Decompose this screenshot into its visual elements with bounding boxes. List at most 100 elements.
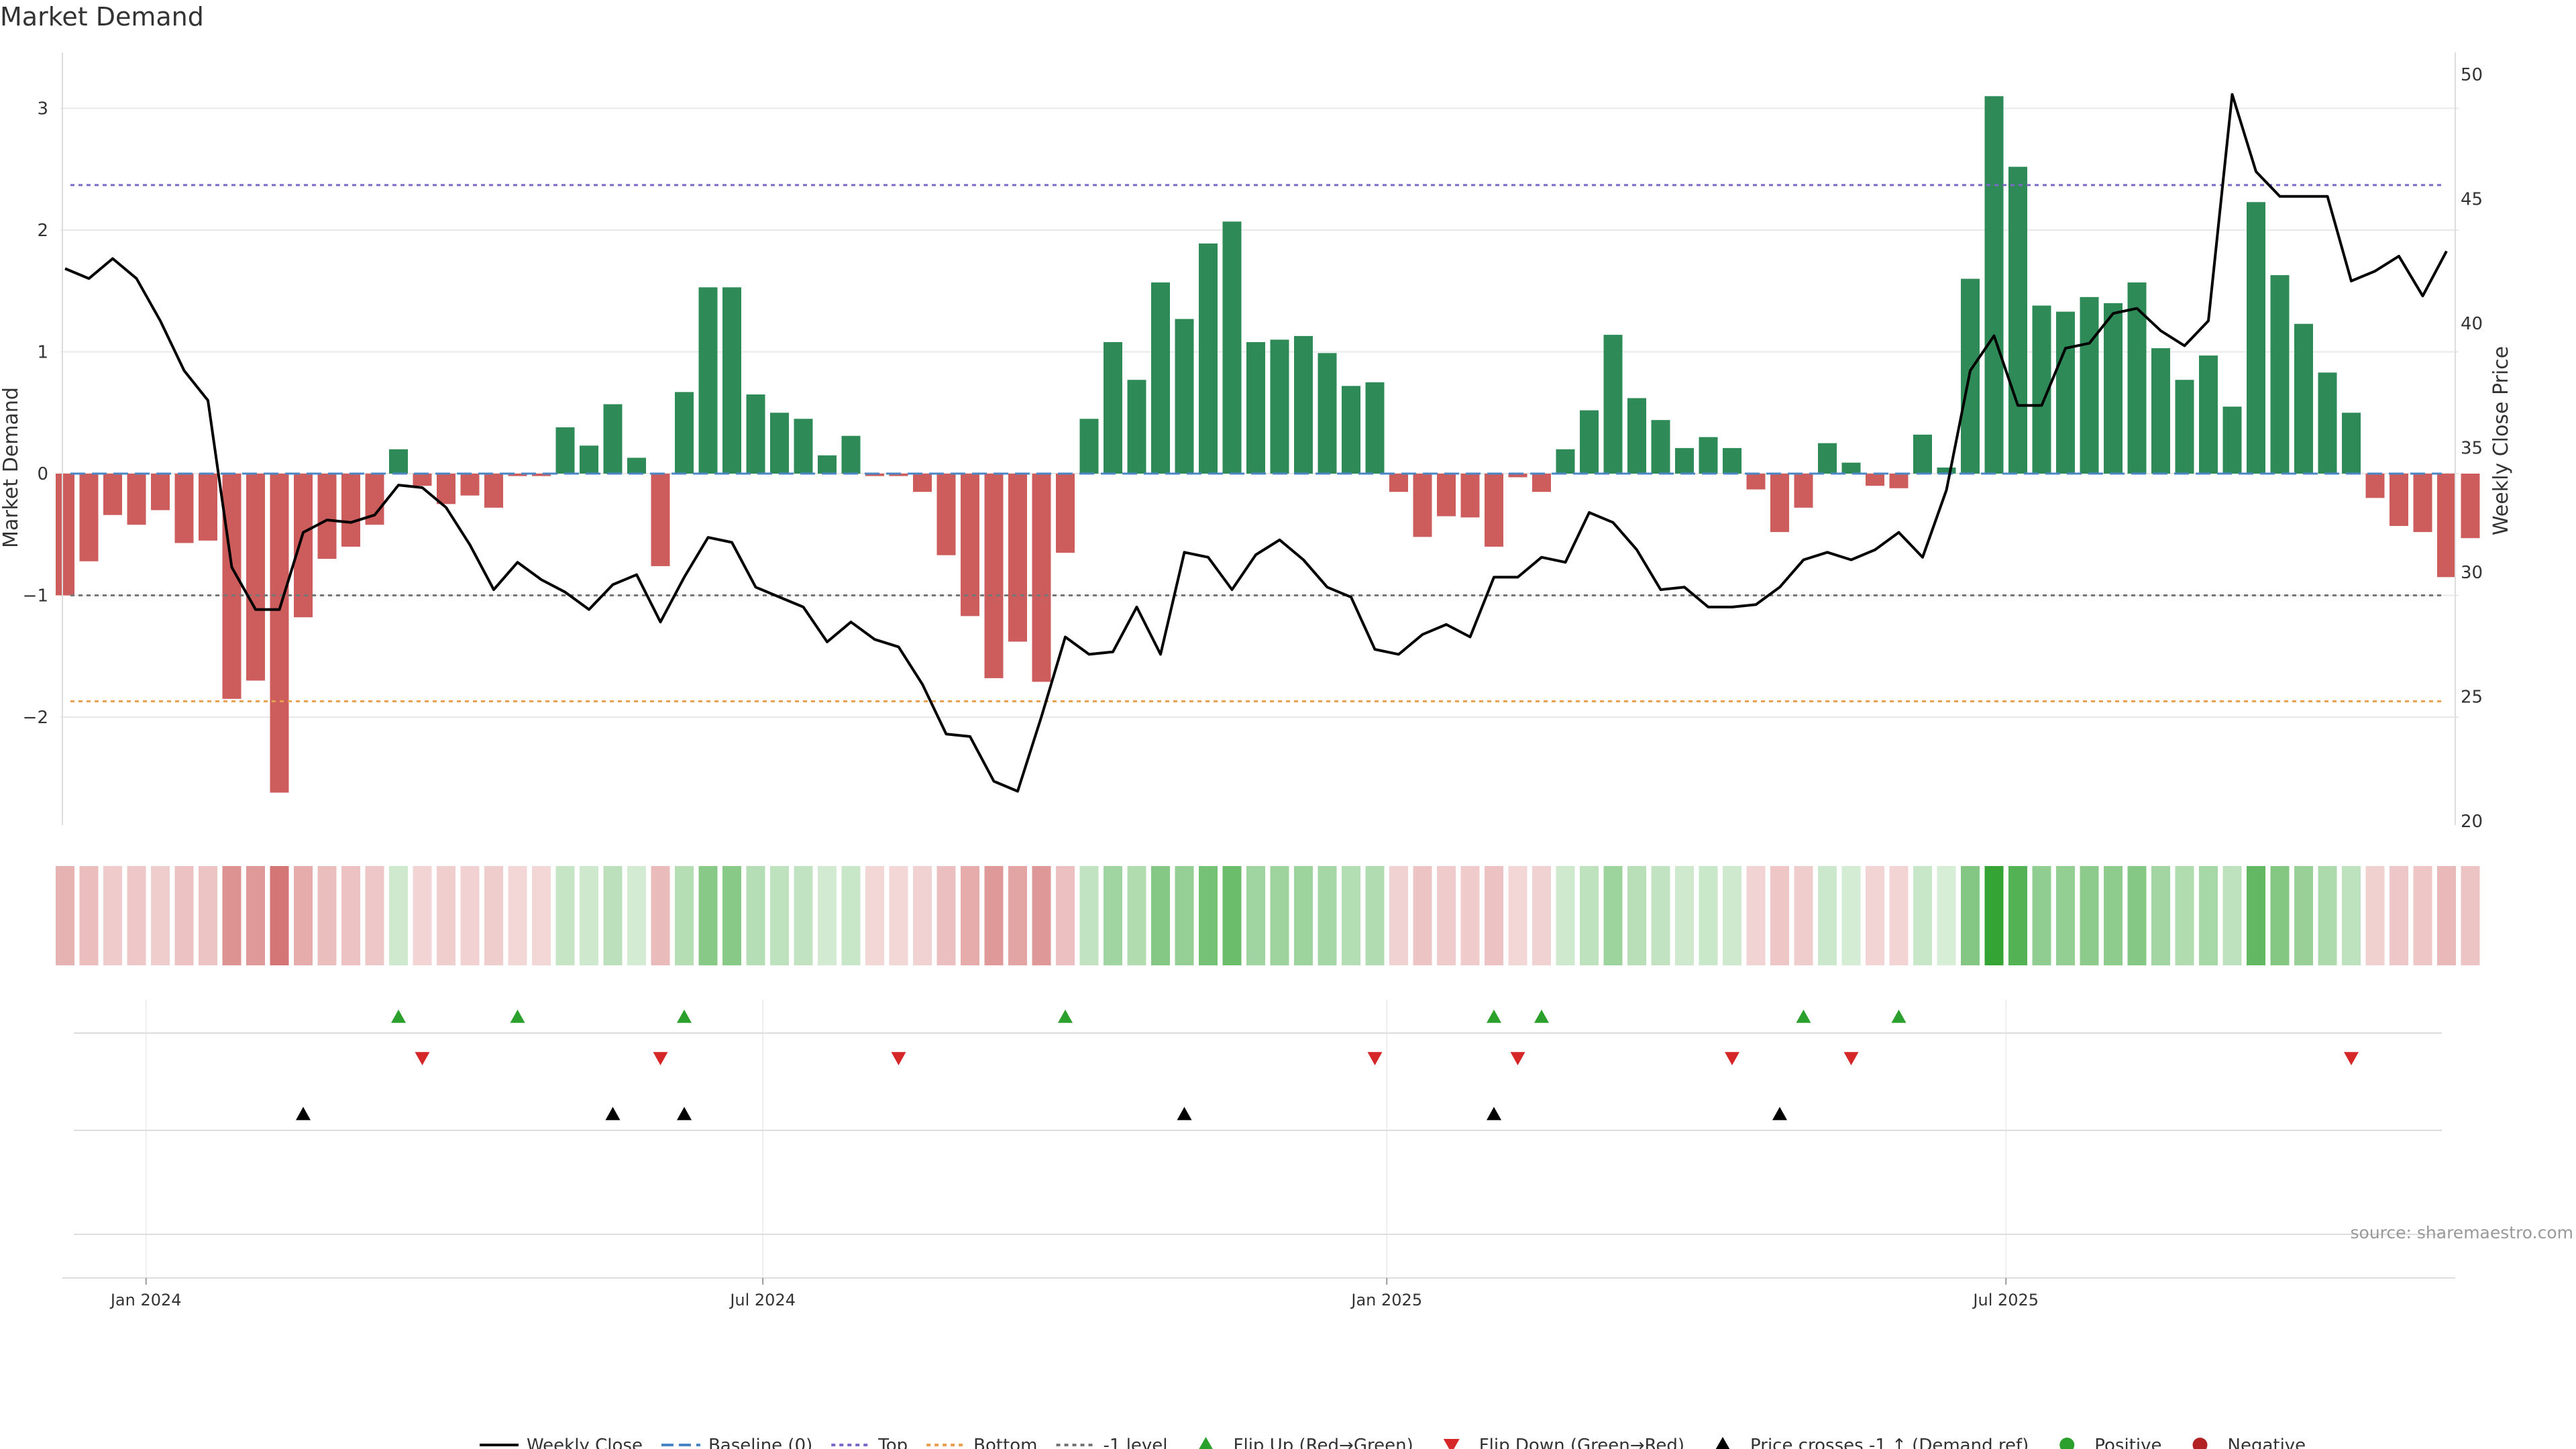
heat-cell <box>1079 866 1099 965</box>
demand-bar <box>2080 297 2099 474</box>
heat-cell <box>651 866 670 965</box>
flip-up-marker <box>1487 1010 1501 1023</box>
y-tick-label: −1 <box>23 586 48 606</box>
demand-bar <box>1485 474 1503 547</box>
demand-bar <box>1246 341 1265 474</box>
heat-cell <box>437 866 455 965</box>
demand-bar <box>1984 96 2004 474</box>
heat-cell <box>1984 866 2004 965</box>
y2-tick-label: 20 <box>2461 812 2483 832</box>
demand-bar <box>2270 275 2290 474</box>
price-cross-marker <box>296 1107 311 1120</box>
demand-bar <box>2247 202 2265 474</box>
demand-bar <box>1151 282 1170 474</box>
demand-bar <box>1127 380 1146 474</box>
demand-bar <box>174 474 194 543</box>
demand-bar <box>2318 372 2337 474</box>
demand-bar <box>1056 474 1075 553</box>
demand-bar <box>818 455 837 474</box>
heat-cell <box>1104 866 1122 965</box>
demand-bar <box>1556 449 1575 474</box>
heat-cell <box>1770 866 1789 965</box>
demand-bar <box>865 474 884 476</box>
event-markers <box>62 1000 2455 1279</box>
demand-bar <box>1413 474 1432 537</box>
heat-cell <box>698 866 718 965</box>
price-cross-marker <box>1177 1107 1192 1120</box>
demand-bar <box>1294 335 1313 474</box>
heat-cell <box>555 866 575 965</box>
y2-tick-label: 25 <box>2461 688 2483 708</box>
demand-bar <box>1866 474 1884 486</box>
demand-bar <box>437 474 455 504</box>
heat-cell <box>1937 866 1956 965</box>
flip-up-marker <box>1058 1010 1073 1023</box>
y2-tick-label: 40 <box>2461 314 2483 334</box>
demand-bar <box>889 474 908 476</box>
heat-cell <box>1413 866 1432 965</box>
heat-cell <box>2365 866 2385 965</box>
heat-cell <box>341 866 360 965</box>
demand-bar <box>1723 447 1741 474</box>
x-axis: Jan 2024 Jul 2024 Jan 2025 Jul 2025 <box>109 1278 2039 1309</box>
demand-bar <box>1460 474 1480 518</box>
demand-bar <box>246 474 265 681</box>
heat-cell <box>1032 866 1051 965</box>
heat-cell <box>818 866 837 965</box>
demand-bar <box>484 474 503 508</box>
heat-cell <box>151 866 170 965</box>
demand-bar <box>2390 474 2408 527</box>
legend-label: Bottom <box>973 1436 1037 1449</box>
heat-cell <box>1342 866 1360 965</box>
heat-cell <box>1175 866 1194 965</box>
demand-bar <box>961 474 979 616</box>
demand-bar <box>1818 443 1837 474</box>
heat-cell <box>2222 866 2242 965</box>
heat-cell <box>1437 866 1456 965</box>
demand-bar <box>532 474 551 476</box>
flip-down-marker <box>1510 1052 1525 1065</box>
heat-cell <box>1008 866 1027 965</box>
demand-bar <box>127 474 146 525</box>
heat-cell <box>1794 866 1813 965</box>
heat-cell <box>222 866 241 965</box>
heat-cell <box>984 866 1004 965</box>
heat-cell <box>1485 866 1503 965</box>
heat-cell <box>2437 866 2456 965</box>
demand-bar <box>1699 437 1718 474</box>
flip-down-marker <box>891 1052 906 1065</box>
heat-cell <box>56 866 74 965</box>
source-note: source: sharemaestro.com <box>2351 1223 2574 1242</box>
legend-label: Baseline (0) <box>708 1436 812 1449</box>
demand-bar <box>913 474 932 492</box>
demand-bar <box>1270 339 1289 474</box>
heat-cell <box>103 866 122 965</box>
flip-up-marker <box>1534 1010 1549 1023</box>
legend-symbol-flip-down <box>1443 1439 1460 1449</box>
demand-bar <box>1175 319 1194 474</box>
heat-cell <box>246 866 265 965</box>
demand-bar <box>1032 474 1051 682</box>
demand-bar <box>103 474 122 515</box>
heat-cell <box>2104 866 2123 965</box>
demand-bar <box>294 474 313 618</box>
heat-cell <box>865 866 884 965</box>
demand-bar <box>1199 243 1218 474</box>
heat-cell <box>1508 866 1527 965</box>
demand-bar <box>389 449 408 474</box>
demand-bar <box>1437 474 1456 517</box>
heat-cell <box>2390 866 2408 965</box>
legend-label: Positive <box>2094 1436 2161 1449</box>
demand-bar <box>1318 353 1337 474</box>
heat-cell <box>270 866 289 965</box>
heat-cell <box>1151 866 1170 965</box>
heat-cell <box>1127 866 1146 965</box>
heat-cell <box>2151 866 2170 965</box>
heat-cell <box>1580 866 1599 965</box>
demand-bar <box>770 413 789 474</box>
flip-up-marker <box>510 1010 525 1023</box>
heat-cell <box>1294 866 1313 965</box>
demand-bar <box>222 474 241 699</box>
heat-cell <box>2008 866 2027 965</box>
heat-cell <box>580 866 598 965</box>
